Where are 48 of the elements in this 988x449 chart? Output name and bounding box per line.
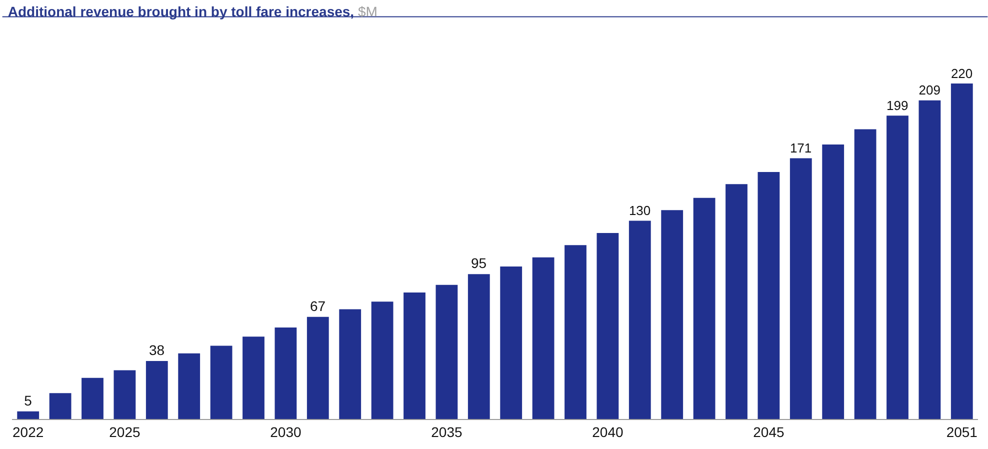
bar bbox=[790, 158, 812, 419]
x-tick-label: 2022 bbox=[12, 424, 44, 440]
bar bbox=[114, 370, 136, 419]
data-label: 220 bbox=[950, 66, 973, 81]
bar bbox=[306, 316, 329, 419]
bar bbox=[886, 116, 908, 419]
bar bbox=[854, 129, 876, 419]
bar bbox=[339, 309, 362, 419]
bar bbox=[726, 184, 748, 419]
bar bbox=[918, 100, 941, 419]
chart-subtitle: $M bbox=[358, 4, 378, 20]
data-label: 199 bbox=[886, 98, 908, 113]
bar bbox=[500, 266, 522, 419]
data-label: 67 bbox=[310, 298, 326, 314]
bar bbox=[404, 292, 426, 419]
data-label: 209 bbox=[918, 82, 940, 98]
bar bbox=[564, 245, 586, 419]
bar bbox=[950, 84, 973, 419]
data-label: 38 bbox=[149, 342, 165, 358]
x-tick-label: 2035 bbox=[431, 424, 462, 440]
bar bbox=[17, 411, 40, 419]
data-label: 171 bbox=[790, 140, 812, 156]
x-tick-label: 2025 bbox=[109, 424, 140, 440]
bar bbox=[693, 198, 716, 419]
bar bbox=[661, 210, 684, 419]
bar bbox=[758, 172, 780, 419]
bar bbox=[82, 378, 104, 419]
bar bbox=[242, 336, 264, 419]
bar bbox=[49, 393, 72, 419]
bar bbox=[274, 328, 297, 419]
x-tick-label: 2045 bbox=[753, 424, 784, 440]
bar bbox=[628, 220, 651, 419]
bar bbox=[822, 144, 844, 419]
bar bbox=[178, 353, 200, 419]
bar bbox=[210, 346, 232, 419]
x-tick-label: 2030 bbox=[270, 424, 302, 440]
bar bbox=[468, 274, 490, 419]
chart-title: Additional revenue brought in by toll fare increases, bbox=[8, 4, 354, 20]
bar bbox=[436, 284, 458, 419]
data-label: 130 bbox=[628, 202, 651, 218]
x-tick-label: 2040 bbox=[592, 424, 624, 440]
bar bbox=[532, 257, 554, 419]
bar bbox=[371, 302, 394, 419]
x-tick-label: 2051 bbox=[946, 424, 978, 440]
data-label: 95 bbox=[471, 255, 487, 272]
bar bbox=[146, 361, 168, 419]
data-label: 5 bbox=[24, 392, 32, 408]
bar bbox=[596, 232, 619, 419]
